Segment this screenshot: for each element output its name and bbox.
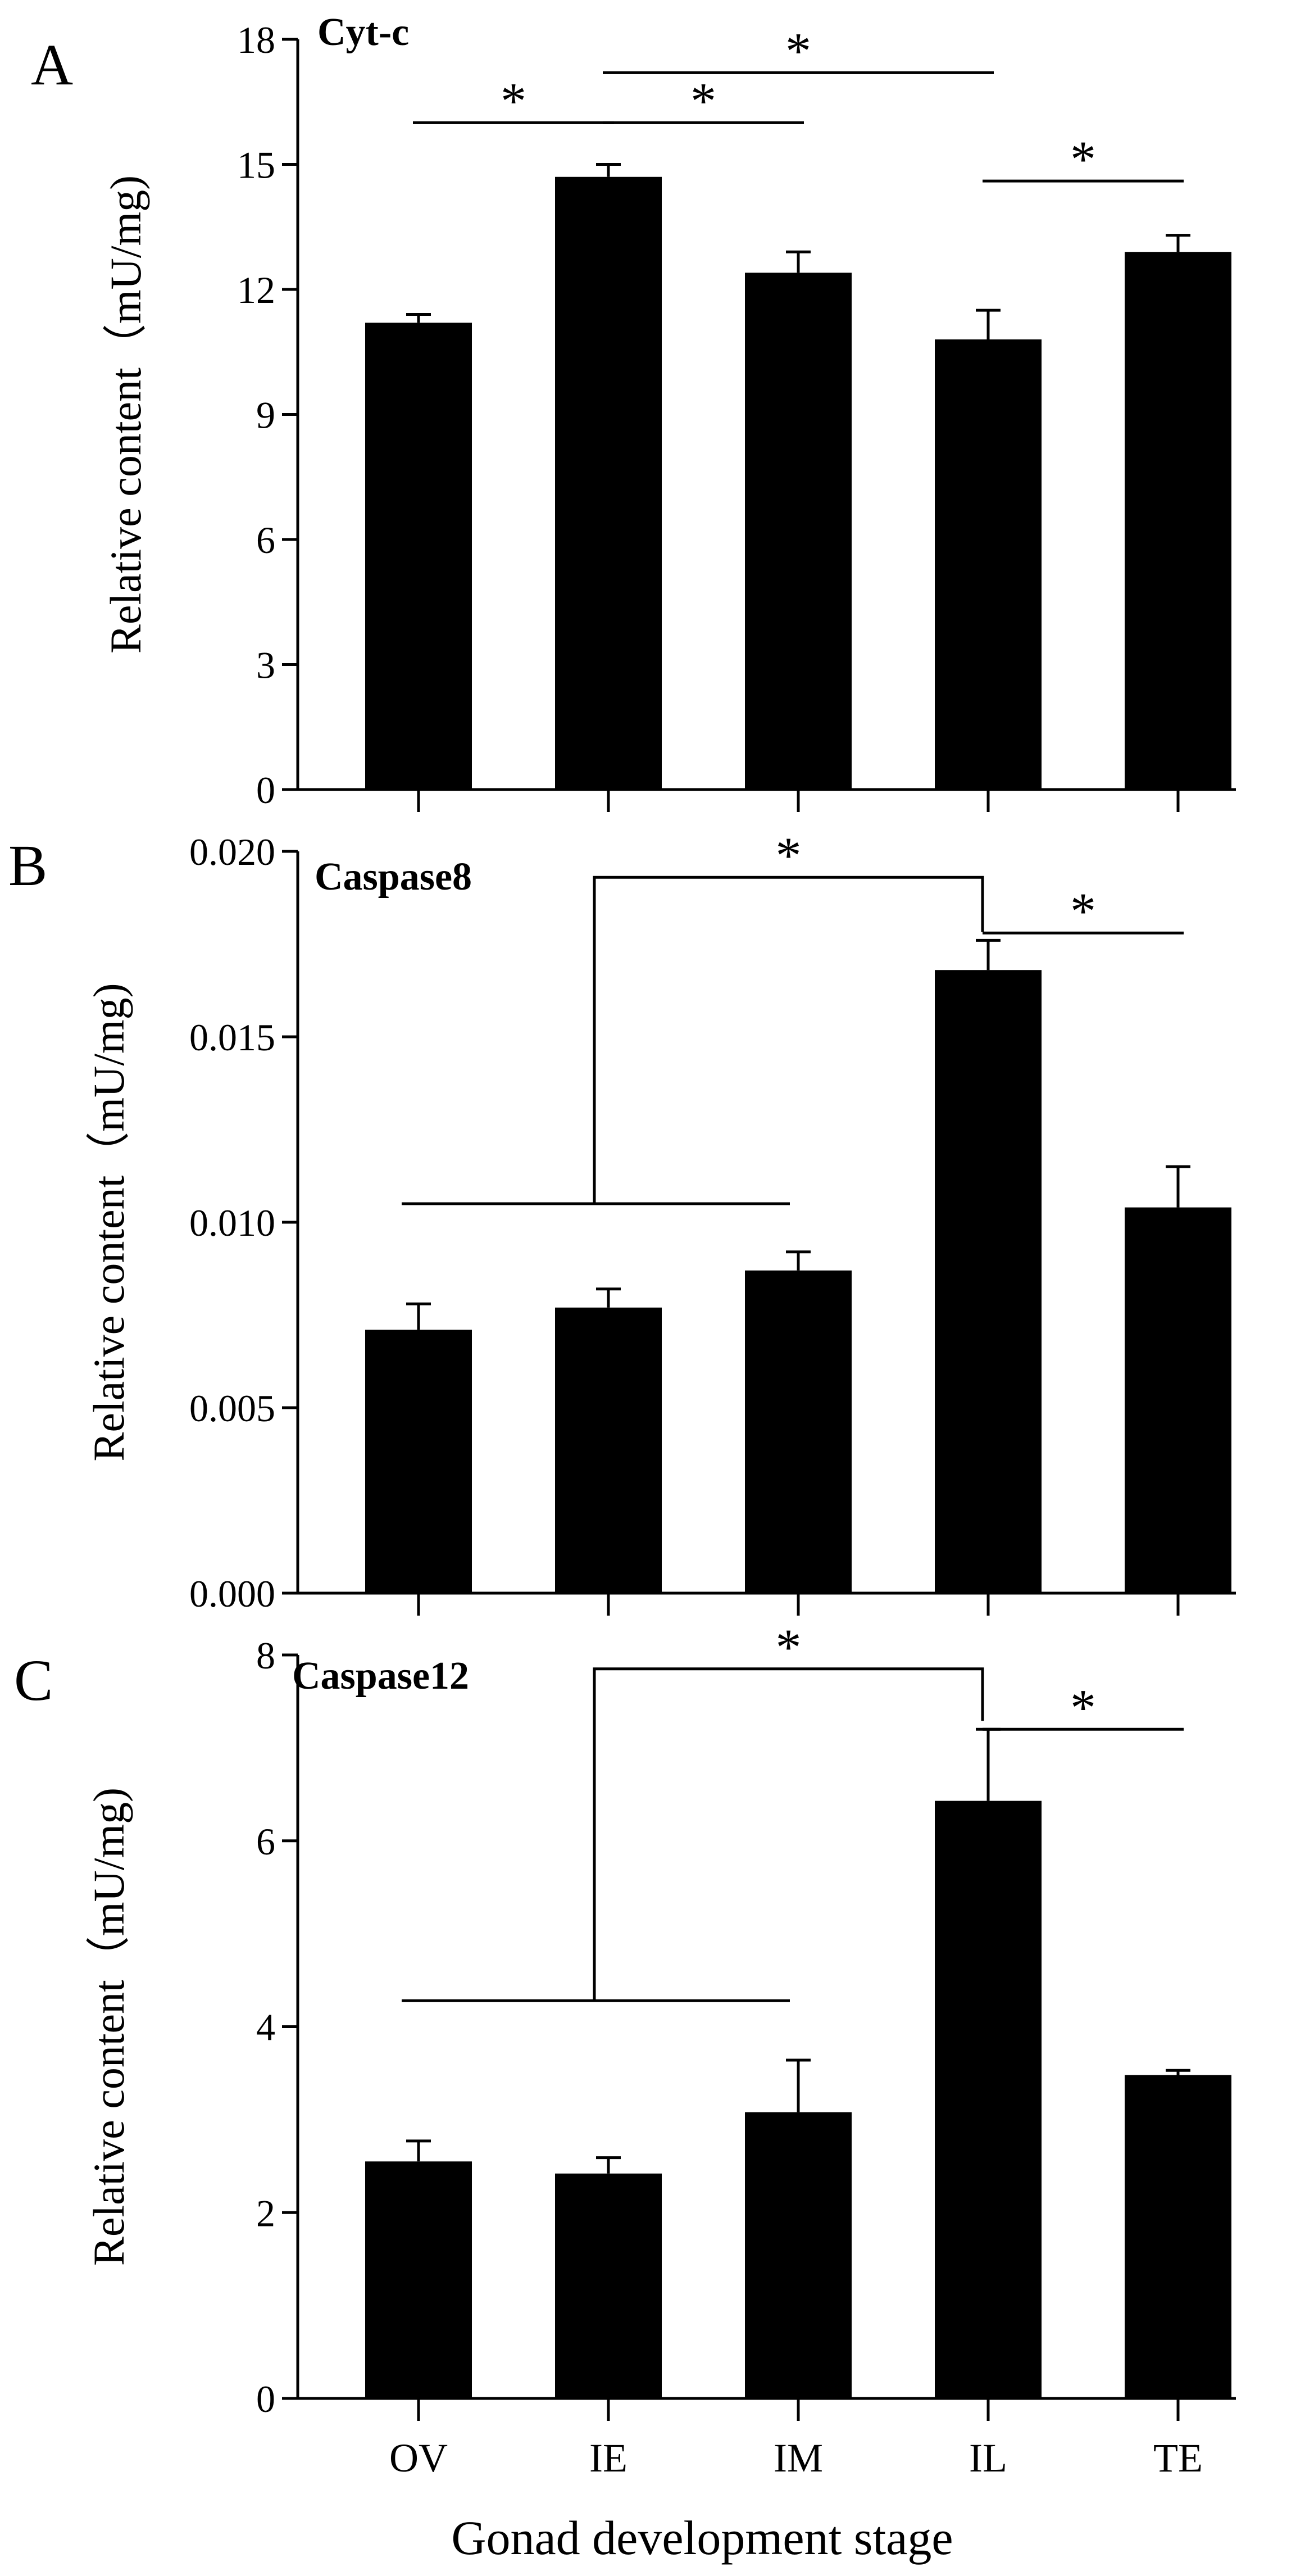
bar-im — [745, 1270, 852, 1593]
x-tick-label-il: IL — [969, 2436, 1007, 2480]
y-tick-label: 15 — [237, 144, 275, 187]
y-tick-label: 2 — [256, 2192, 275, 2234]
significance-star: * — [1070, 130, 1096, 188]
x-tick-label-ov: OV — [389, 2436, 448, 2480]
y-tick-label: 0.015 — [189, 1016, 275, 1059]
significance-star: * — [1070, 882, 1096, 940]
y-tick-label: 9 — [256, 394, 275, 437]
y-tick-label: 6 — [256, 519, 275, 561]
bar-ov — [365, 2161, 472, 2398]
y-tick-label: 18 — [237, 19, 275, 61]
y-tick-label: 0.000 — [189, 1572, 275, 1615]
bar-ie — [555, 176, 662, 790]
y-tick-label: 6 — [256, 1820, 275, 1863]
bar-il — [935, 339, 1042, 790]
panel-b: B Caspase8 Relative content（mU/mg) 0.000 0.0… — [8, 827, 1236, 1616]
y-axis-title: Relative content（mU/mg) — [84, 1788, 133, 2266]
y-tick-label: 0.020 — [189, 831, 275, 873]
significance-star: * — [1070, 1679, 1096, 1736]
bar-ov — [365, 1330, 472, 1593]
panel-title: Caspase12 — [292, 1654, 469, 1698]
y-tick-label: 8 — [256, 1634, 275, 1677]
y-tick-label: 0.010 — [189, 1201, 275, 1244]
panel-title: Caspase8 — [315, 855, 472, 899]
y-tick-label: 0 — [256, 769, 275, 811]
significance-star: * — [785, 22, 811, 79]
significance-star: * — [501, 72, 526, 129]
x-tick-label-te: TE — [1153, 2436, 1203, 2480]
panel-title: Cyt-c — [317, 11, 409, 54]
bar-te — [1125, 2075, 1231, 2398]
panel-c: C Caspase12 Relative content（mU/mg) 0 2 4 6 8 OV… — [14, 1618, 1236, 2480]
panel-letter: A — [31, 33, 73, 97]
panel-a: A Cyt-c Relative content（mU/mg) 0 3 6 9 12 15 18 *… — [31, 11, 1236, 812]
significance-star: * — [776, 1618, 802, 1676]
y-tick-label: 12 — [237, 269, 275, 311]
bar-te — [1125, 252, 1231, 790]
y-axis-title: Relative content（mU/mg) — [101, 175, 150, 654]
bar-il — [935, 1801, 1042, 2398]
significance-star: * — [776, 827, 802, 884]
significance-bracket — [593, 876, 984, 1204]
x-tick-label-ie: IE — [589, 2436, 628, 2480]
panel-letter: C — [14, 1648, 53, 1713]
bar-il — [935, 970, 1042, 1593]
significance-bracket — [593, 1667, 984, 2001]
significance-star: * — [690, 72, 716, 129]
bar-te — [1125, 1207, 1231, 1593]
x-tick-label-im: IM — [774, 2436, 823, 2480]
bar-ie — [555, 1307, 662, 1593]
y-tick-label: 4 — [256, 2006, 275, 2049]
y-axis-title: Relative content（mU/mg) — [84, 983, 133, 1461]
y-tick-label: 0 — [256, 2378, 275, 2420]
bar-ov — [365, 323, 472, 790]
x-axis-title: Gonad development stage — [451, 2511, 953, 2565]
bar-im — [745, 2112, 852, 2398]
y-tick-label: 3 — [256, 644, 275, 687]
y-tick-label: 0.005 — [189, 1387, 275, 1430]
bar-im — [745, 273, 852, 790]
bar-ie — [555, 2173, 662, 2398]
panel-letter: B — [8, 833, 47, 898]
